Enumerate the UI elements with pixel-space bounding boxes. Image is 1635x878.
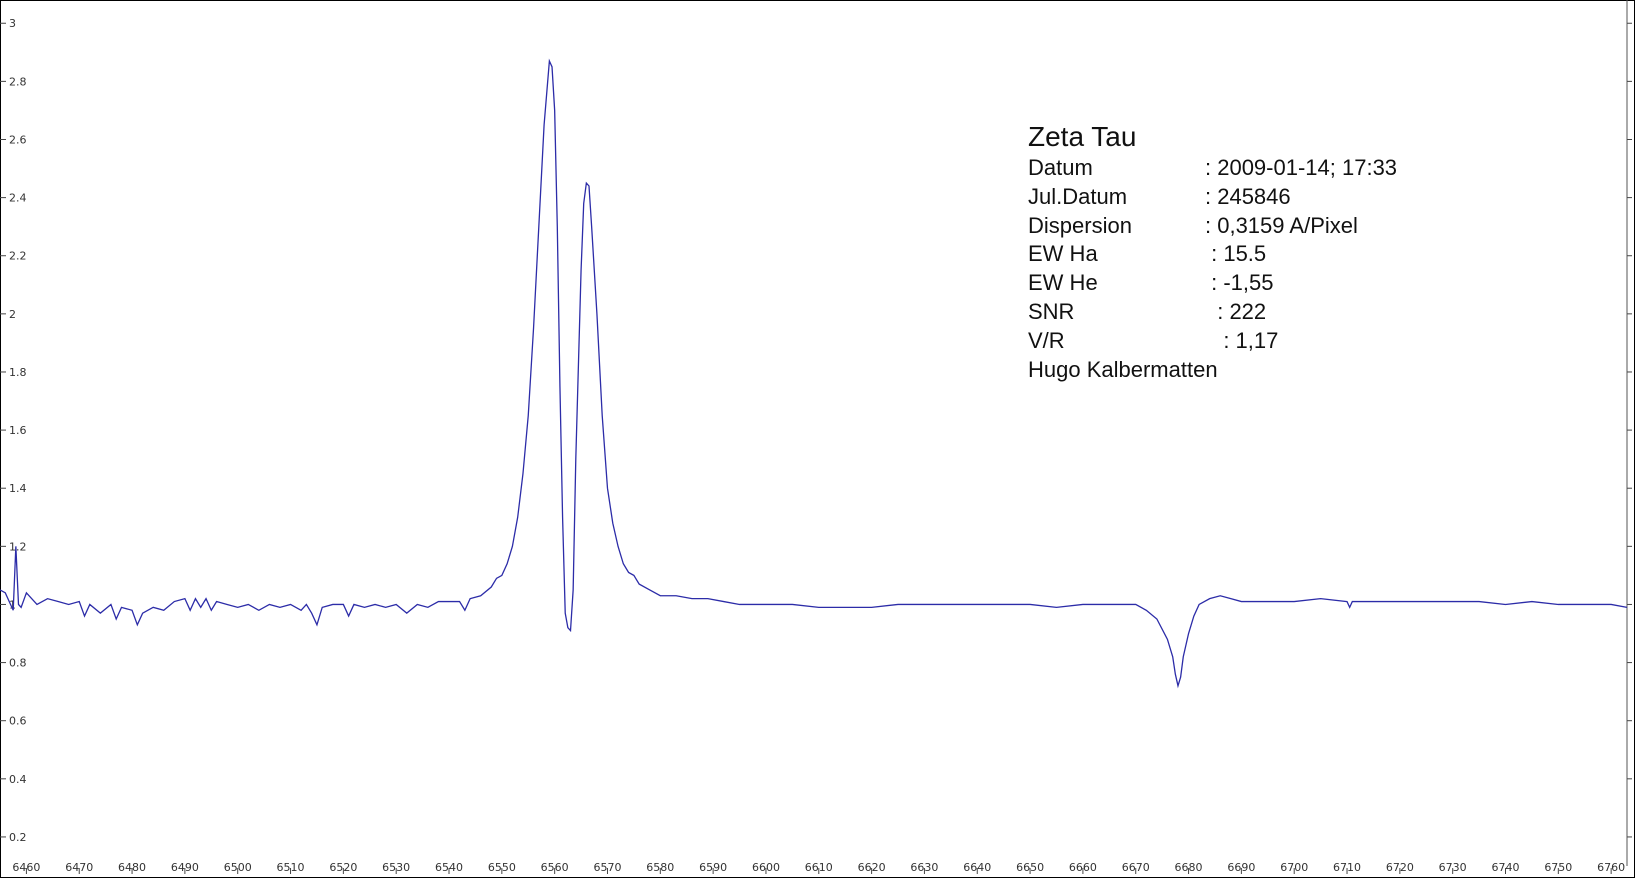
x-tick-label: 6550: [488, 861, 516, 874]
y-tick-label: 1.6: [9, 424, 27, 437]
x-tick-label: 6730: [1439, 861, 1467, 874]
info-key: Jul.Datum: [1028, 183, 1128, 209]
info-value: : 245846: [1205, 183, 1291, 209]
x-tick-label: 6510: [277, 861, 305, 874]
y-tick-label: 1: [9, 598, 16, 611]
x-tick-label: 6740: [1492, 861, 1520, 874]
x-tick-label: 6490: [171, 861, 199, 874]
y-tick-label: 2.2: [9, 250, 27, 263]
info-row: SNR : 222: [1028, 298, 1397, 327]
x-tick-label: 6540: [435, 861, 463, 874]
x-tick-label: 6590: [699, 861, 727, 874]
info-key: EW Ha: [1028, 241, 1098, 267]
info-row: V/R : 1,17: [1028, 327, 1397, 356]
info-key: Dispersion: [1028, 212, 1132, 238]
x-tick-label: 6610: [805, 861, 833, 874]
y-tick-label: 1.8: [9, 366, 27, 379]
info-value: : 222: [1205, 298, 1267, 324]
info-row: EW Ha : 15.5: [1028, 240, 1397, 269]
info-value: : -1,55: [1205, 270, 1274, 296]
x-tick-label: 6700: [1280, 861, 1308, 874]
x-tick-label: 6600: [752, 861, 780, 874]
y-tick-label: 2.6: [9, 133, 27, 146]
info-row: Jul.Datum : 245846: [1028, 183, 1397, 212]
info-key: V/R: [1028, 327, 1065, 353]
y-tick-label: 0.2: [9, 831, 27, 844]
y-tick-label: 3: [9, 17, 16, 30]
x-tick-label: 6620: [858, 861, 886, 874]
star-name: Zeta Tau: [1028, 121, 1137, 152]
info-value: : 0,3159 A/Pixel: [1205, 212, 1358, 238]
x-tick-label: 6460: [12, 861, 40, 874]
x-tick-label: 6500: [224, 861, 252, 874]
info-value: : 15.5: [1205, 241, 1267, 267]
spectrum-line: [0, 58, 1628, 689]
x-tick-label: 6640: [963, 861, 991, 874]
info-value: : 1,17: [1205, 327, 1279, 353]
x-tick-label: 6560: [541, 861, 569, 874]
x-axis: 6460 6470 6480 6490 6500 6510 6520 6530 6540 6550…: [12, 861, 1625, 874]
x-tick-label: 6710: [1333, 861, 1361, 874]
y-tick-label: 2.4: [9, 192, 27, 205]
y-axis: 0.2 0.4 0.6 0.8 1 1.2 1.4 1.6 1.8 2 2.2 2.4 2.6 2.8 3: [0, 17, 1632, 844]
info-key: SNR: [1028, 298, 1075, 324]
x-tick-label: 6580: [646, 861, 674, 874]
info-row: Datum : 2009-01-14; 17:33: [1028, 154, 1397, 183]
x-tick-label: 6750: [1544, 861, 1572, 874]
y-tick-label: 2.8: [9, 75, 27, 88]
x-tick-label: 6760: [1597, 861, 1625, 874]
info-row: EW He : -1,55: [1028, 269, 1397, 298]
x-tick-label: 6630: [910, 861, 938, 874]
info-panel: Zeta Tau Datum : 2009-01-14; 17:33 Jul.Dat…: [1028, 120, 1397, 384]
info-rows: Datum : 2009-01-14; 17:33 Jul.Datum : 24584…: [1028, 154, 1397, 356]
y-tick-label: 0.8: [9, 657, 27, 670]
info-row: Dispersion : 0,3159 A/Pixel: [1028, 212, 1397, 241]
x-tick-label: 6520: [329, 861, 357, 874]
x-tick-label: 6660: [1069, 861, 1097, 874]
y-tick-label: 2: [9, 308, 16, 321]
x-tick-label: 6670: [1122, 861, 1150, 874]
info-key: Datum: [1028, 155, 1093, 180]
observer-name: Hugo Kalbermatten: [1028, 356, 1218, 382]
x-tick-label: 6570: [593, 861, 621, 874]
x-tick-label: 6720: [1386, 861, 1414, 874]
x-tick-label: 6650: [1016, 861, 1044, 874]
x-tick-label: 6690: [1227, 861, 1255, 874]
y-tick-label: 1.2: [9, 540, 27, 553]
y-tick-label: 0.6: [9, 715, 27, 728]
x-tick-label: 6470: [65, 861, 93, 874]
y-tick-label: 1.4: [9, 482, 27, 495]
x-tick-label: 6680: [1175, 861, 1203, 874]
y-tick-label: 0.4: [9, 773, 27, 786]
x-tick-label: 6480: [118, 861, 146, 874]
info-value: : 2009-01-14; 17:33: [1205, 155, 1398, 180]
x-tick-label: 6530: [382, 861, 410, 874]
info-key: EW He: [1028, 270, 1098, 296]
